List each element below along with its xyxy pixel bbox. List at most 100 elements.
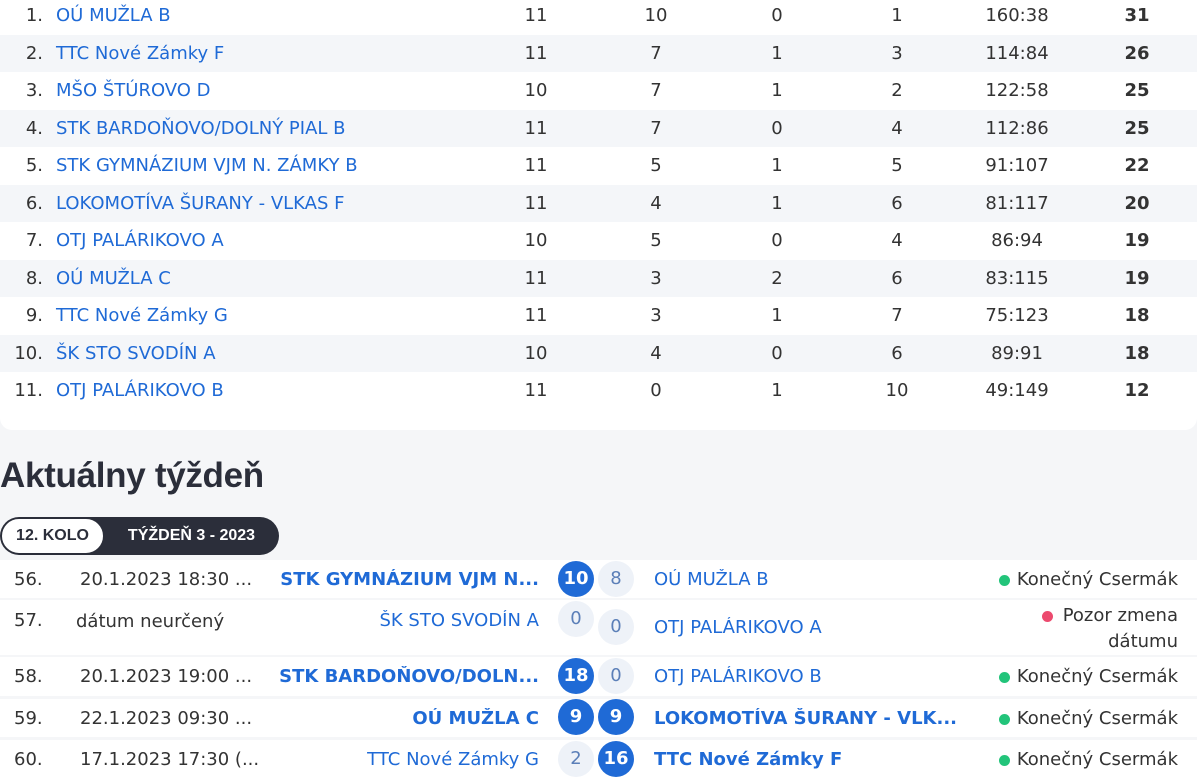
points: 25 — [1124, 117, 1150, 139]
status-dot-icon — [999, 714, 1010, 725]
team-link[interactable]: TTC Nové Zámky F — [56, 42, 225, 64]
status-dot-icon — [999, 575, 1010, 586]
draw: 0 — [771, 230, 783, 251]
status-dot-icon — [999, 672, 1010, 683]
match-row[interactable]: 59. 22.1.2023 09:30 ... OÚ MUŽLA C 9 9 L… — [0, 699, 1197, 737]
score: 114:84 — [985, 42, 1049, 64]
match-status: Konečný Csermák — [1016, 749, 1178, 770]
score: 86:94 — [991, 230, 1043, 251]
tab-week[interactable]: TÝŽDEŇ 3 - 2023 — [127, 527, 256, 544]
draw: 0 — [771, 117, 783, 139]
team-link[interactable]: MŠO ŠTÚROVO D — [56, 80, 211, 101]
team-link[interactable]: TTC Nové Zámky G — [56, 305, 228, 326]
tab-round[interactable]: 12. KOLO — [1, 518, 104, 554]
away-score: 9 — [598, 699, 634, 735]
rank: 8. — [25, 267, 43, 289]
rank: 2. — [25, 42, 43, 64]
team-link[interactable]: LOKOMOTÍVA ŠURANY - VLKAS F — [56, 192, 345, 214]
score: 49:149 — [985, 380, 1049, 401]
lost: 10 — [885, 380, 909, 401]
table-row: 10. ŠK STO SVODÍN A 10 4 0 6 89:91 18 — [0, 334, 1197, 372]
team-link[interactable]: ŠK STO SVODÍN A — [56, 342, 216, 364]
table-row: 1. OÚ MUŽLA B 11 10 0 1 160:38 31 — [0, 0, 1197, 35]
status-dot-icon — [1042, 611, 1053, 622]
won: 4 — [650, 192, 662, 214]
home-team-link[interactable]: OÚ MUŽLA C — [412, 708, 539, 729]
match-row[interactable]: 60. 17.1.2023 17:30 (... TTC Nové Zámky … — [0, 740, 1197, 780]
away-team-link[interactable]: OTJ PALÁRIKOVO A — [654, 617, 822, 638]
away-team-link[interactable]: TTC Nové Zámky F — [654, 749, 843, 770]
match-status-line2: dátumu — [1108, 631, 1178, 652]
home-team-link[interactable]: TTC Nové Zámky G — [367, 749, 539, 770]
away-score: 8 — [598, 561, 634, 597]
points: 19 — [1124, 230, 1150, 251]
match-date: 22.1.2023 09:30 ... — [80, 708, 253, 729]
lost: 5 — [891, 155, 903, 176]
home-score: 10 — [558, 561, 594, 597]
table-row: 4. STK BARDOŇOVO/DOLNÝ PIAL B 11 7 0 4 1… — [0, 109, 1197, 147]
team-link[interactable]: STK GYMNÁZIUM VJM N. ZÁMKY B — [56, 155, 358, 176]
status-dot-icon — [999, 755, 1010, 766]
away-team-link[interactable]: OTJ PALÁRIKOVO B — [654, 666, 822, 687]
points: 22 — [1124, 155, 1150, 176]
draw: 1 — [771, 42, 783, 64]
points: 31 — [1124, 5, 1150, 26]
home-team-link[interactable]: STK BARDOŇOVO/DOLN... — [279, 666, 539, 687]
match-date: 17.1.2023 17:30 (... — [80, 749, 260, 770]
lost: 4 — [891, 117, 903, 139]
table-row: 5. STK GYMNÁZIUM VJM N. ZÁMKY B 11 5 1 5… — [0, 147, 1197, 185]
away-score: 16 — [598, 741, 634, 777]
table-row: 8. OÚ MUŽLA C 11 3 2 6 83:115 19 — [0, 259, 1197, 297]
match-row[interactable]: 56. 20.1.2023 18:30 ... STK GYMNÁZIUM VJ… — [0, 560, 1197, 598]
draw: 2 — [771, 267, 783, 289]
table-row: 7. OTJ PALÁRIKOVO A 10 5 0 4 86:94 19 — [0, 222, 1197, 260]
points: 12 — [1124, 380, 1150, 401]
won: 0 — [650, 380, 662, 401]
points: 25 — [1124, 80, 1150, 101]
played: 11 — [524, 42, 548, 64]
score: 122:58 — [985, 80, 1049, 101]
match-status: Konečný Csermák — [1016, 666, 1178, 687]
points: 18 — [1124, 342, 1150, 364]
rank: 3. — [25, 80, 43, 101]
won: 3 — [650, 305, 662, 326]
match-status: Konečný Csermák — [1016, 569, 1178, 590]
played: 11 — [524, 267, 548, 289]
table-row: 11. OTJ PALÁRIKOVO B 11 0 1 10 49:149 12 — [0, 372, 1197, 410]
played: 11 — [524, 155, 548, 176]
won: 5 — [650, 230, 662, 251]
lost: 7 — [891, 305, 903, 326]
match-row[interactable]: 57. dátum neurčený ŠK STO SVODÍN A 0 0 O… — [0, 600, 1197, 655]
match-row[interactable]: 58. 20.1.2023 19:00 ... STK BARDOŇOVO/DO… — [0, 657, 1197, 696]
team-link[interactable]: OÚ MUŽLA B — [56, 5, 171, 26]
draw: 1 — [771, 305, 783, 326]
score: 75:123 — [985, 305, 1049, 326]
team-link[interactable]: OÚ MUŽLA C — [56, 267, 171, 289]
table-row: 9. TTC Nové Zámky G 11 3 1 7 75:123 18 — [0, 297, 1197, 335]
away-team-link[interactable]: LOKOMOTÍVA ŠURANY - VLK... — [654, 708, 958, 729]
match-status-line1: Pozor zmena — [1062, 605, 1178, 626]
lost: 2 — [891, 80, 903, 101]
away-team-link[interactable]: OÚ MUŽLA B — [654, 569, 769, 590]
score: 81:117 — [985, 192, 1049, 214]
score: 91:107 — [985, 155, 1049, 176]
home-score: 0 — [558, 601, 594, 637]
won: 7 — [650, 42, 662, 64]
score: 112:86 — [985, 117, 1049, 139]
played: 10 — [524, 80, 548, 101]
away-score: 0 — [598, 658, 634, 694]
match-number: 58. — [14, 666, 43, 687]
rank: 10. — [14, 342, 43, 364]
home-team-link[interactable]: ŠK STO SVODÍN A — [379, 610, 539, 631]
points: 26 — [1124, 42, 1150, 64]
team-link[interactable]: OTJ PALÁRIKOVO B — [56, 380, 224, 401]
rank: 1. — [25, 5, 43, 26]
section-title: Aktuálny týždeň — [0, 456, 264, 495]
won: 4 — [650, 342, 662, 364]
home-team-link[interactable]: STK GYMNÁZIUM VJM N... — [280, 569, 539, 590]
match-date: dátum neurčený — [76, 611, 225, 632]
won: 7 — [650, 117, 662, 139]
team-link[interactable]: STK BARDOŇOVO/DOLNÝ PIAL B — [56, 117, 346, 139]
team-link[interactable]: OTJ PALÁRIKOVO A — [56, 230, 224, 251]
won: 7 — [650, 80, 662, 101]
